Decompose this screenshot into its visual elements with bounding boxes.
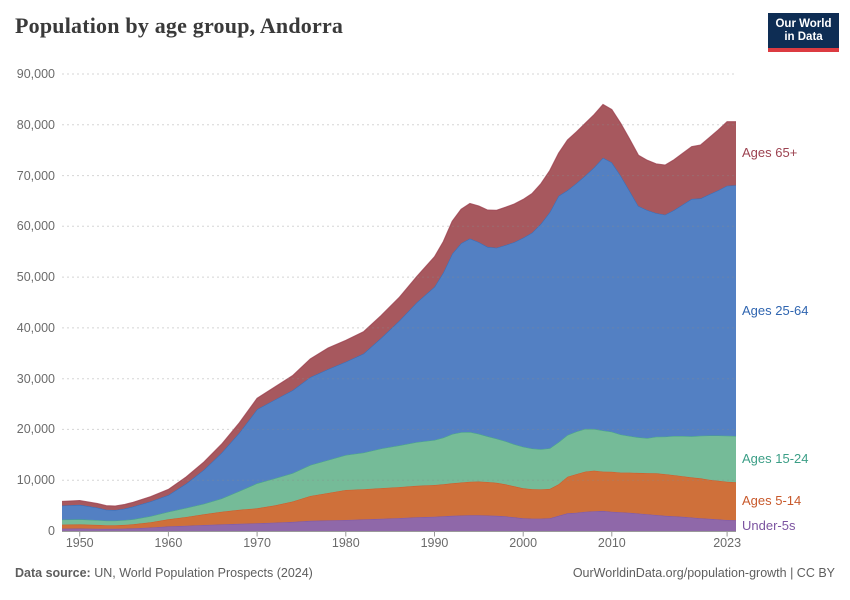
x-tick-label: 1990 (420, 536, 449, 550)
data-source-label: Data source: (15, 566, 91, 580)
area-band-ages-25-64[interactable] (62, 157, 736, 521)
x-tick-label: 1950 (65, 536, 94, 550)
y-tick-label: 40,000 (16, 320, 55, 335)
area-band-under-5s[interactable] (62, 510, 736, 531)
area-band-ages-65[interactable] (62, 104, 736, 511)
owid-logo-line2: in Data (784, 31, 823, 43)
series-label-ages-65[interactable]: Ages 65+ (742, 145, 798, 161)
x-tick-label: 1970 (243, 536, 271, 550)
x-tick-label: 2000 (509, 536, 538, 550)
y-tick-label: 70,000 (16, 168, 55, 183)
footer: Data source: UN, World Population Prospe… (15, 566, 835, 580)
footer-link[interactable]: OurWorldinData.org/population-growth | C… (572, 566, 835, 580)
y-tick-label: 30,000 (16, 371, 55, 386)
owid-logo-box: Our World in Data (768, 13, 839, 48)
x-tick-label: 1980 (331, 536, 360, 550)
data-source-text: UN, World Population Prospects (2024) (94, 566, 313, 580)
area-band-ages-15-24[interactable] (62, 428, 736, 526)
y-tick-label: 80,000 (16, 117, 55, 132)
y-tick-label: 50,000 (16, 270, 55, 285)
series-label-under-5s[interactable]: Under-5s (742, 517, 796, 533)
series-label-ages-25-64[interactable]: Ages 25-64 (742, 302, 809, 318)
owid-logo[interactable]: Our World in Data (768, 13, 839, 52)
page-title: Population by age group, Andorra (15, 13, 344, 38)
owid-logo-stripe (768, 48, 839, 52)
series-label-ages-15-24[interactable]: Ages 15-24 (742, 451, 809, 467)
area-band-ages-5-14[interactable] (62, 470, 736, 529)
y-tick-label: 10,000 (16, 473, 55, 488)
x-tick-label: 2023 (713, 536, 742, 550)
x-tick-label: 2010 (597, 536, 626, 550)
data-source-note: Data source: UN, World Population Prospe… (15, 566, 313, 580)
x-tick-label: 1960 (154, 536, 183, 550)
y-tick-label: 90,000 (16, 67, 55, 81)
series-line-ages-65 (61, 103, 736, 507)
y-tick-label: 0 (48, 524, 55, 538)
series-label-ages-5-14[interactable]: Ages 5-14 (742, 493, 802, 509)
y-tick-label: 20,000 (16, 422, 55, 437)
owid-logo-line1: Our World (775, 18, 832, 30)
y-tick-label: 60,000 (16, 219, 55, 234)
